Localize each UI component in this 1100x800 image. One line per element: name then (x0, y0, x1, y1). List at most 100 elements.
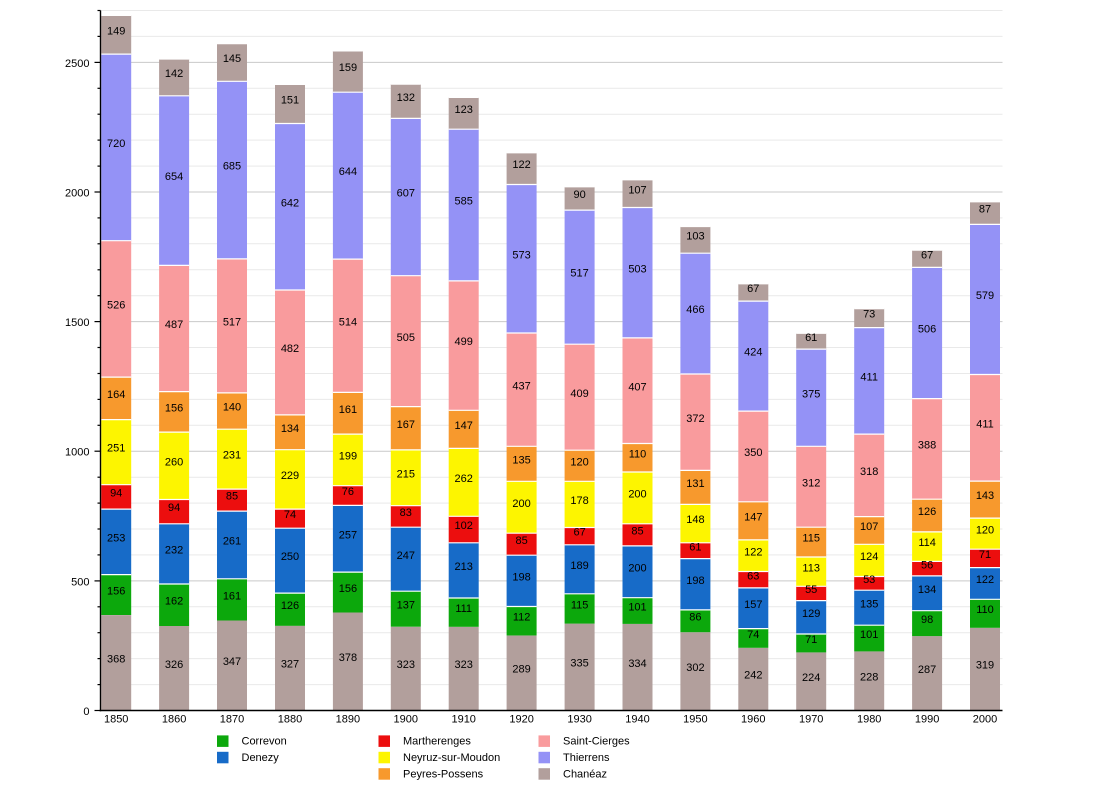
svg-text:61: 61 (689, 541, 701, 553)
svg-text:101: 101 (860, 629, 878, 641)
svg-text:229: 229 (281, 470, 299, 482)
svg-text:94: 94 (168, 502, 180, 514)
svg-text:262: 262 (455, 473, 473, 485)
svg-text:67: 67 (921, 249, 933, 261)
svg-text:1920: 1920 (509, 713, 533, 725)
svg-text:499: 499 (455, 336, 473, 348)
svg-text:126: 126 (281, 600, 299, 612)
svg-text:159: 159 (339, 62, 357, 74)
svg-text:198: 198 (686, 575, 704, 587)
svg-text:585: 585 (455, 196, 473, 208)
svg-text:2000: 2000 (973, 713, 997, 725)
svg-text:514: 514 (339, 316, 357, 328)
svg-text:654: 654 (165, 171, 183, 183)
svg-text:327: 327 (281, 659, 299, 671)
svg-text:224: 224 (802, 672, 820, 684)
svg-text:253: 253 (107, 533, 125, 545)
svg-text:1990: 1990 (915, 713, 939, 725)
svg-text:368: 368 (107, 653, 125, 665)
svg-text:200: 200 (512, 498, 530, 510)
svg-text:145: 145 (223, 53, 241, 65)
svg-text:257: 257 (339, 529, 357, 541)
svg-text:90: 90 (573, 189, 585, 201)
svg-text:149: 149 (107, 25, 125, 37)
svg-text:111: 111 (455, 603, 472, 615)
svg-text:71: 71 (979, 549, 991, 561)
svg-text:157: 157 (744, 599, 762, 611)
svg-text:334: 334 (628, 658, 646, 670)
svg-text:148: 148 (686, 514, 704, 526)
svg-text:1910: 1910 (451, 713, 475, 725)
svg-text:1860: 1860 (162, 713, 186, 725)
svg-text:55: 55 (805, 584, 817, 596)
svg-text:1950: 1950 (683, 713, 707, 725)
svg-text:607: 607 (397, 188, 415, 200)
svg-text:642: 642 (281, 197, 299, 209)
svg-text:388: 388 (918, 440, 936, 452)
svg-text:161: 161 (223, 590, 241, 602)
svg-text:579: 579 (976, 290, 994, 302)
svg-text:115: 115 (571, 599, 589, 611)
svg-text:94: 94 (110, 488, 122, 500)
svg-text:289: 289 (512, 664, 530, 676)
svg-text:372: 372 (686, 413, 704, 425)
svg-text:500: 500 (71, 576, 89, 588)
svg-text:335: 335 (570, 658, 588, 670)
svg-text:63: 63 (747, 570, 759, 582)
svg-text:107: 107 (860, 521, 878, 533)
svg-text:0: 0 (83, 706, 89, 718)
svg-text:2000: 2000 (65, 188, 89, 200)
svg-text:466: 466 (686, 304, 704, 316)
svg-text:61: 61 (805, 332, 817, 344)
svg-text:326: 326 (165, 659, 183, 671)
svg-text:126: 126 (918, 506, 936, 518)
svg-text:56: 56 (921, 559, 933, 571)
svg-text:411: 411 (976, 418, 994, 430)
svg-text:200: 200 (628, 489, 646, 501)
svg-text:Peyres-Possens: Peyres-Possens (403, 769, 484, 781)
svg-text:178: 178 (570, 495, 588, 507)
svg-text:74: 74 (284, 509, 296, 521)
svg-text:232: 232 (165, 545, 183, 557)
svg-text:505: 505 (397, 332, 415, 344)
svg-text:129: 129 (802, 608, 820, 620)
svg-text:526: 526 (107, 300, 125, 312)
svg-text:76: 76 (342, 486, 354, 498)
svg-text:120: 120 (976, 524, 994, 536)
svg-text:411: 411 (860, 372, 878, 384)
svg-text:167: 167 (397, 419, 415, 431)
svg-text:156: 156 (165, 402, 183, 414)
svg-text:409: 409 (570, 388, 588, 400)
svg-text:1890: 1890 (336, 713, 360, 725)
svg-text:86: 86 (689, 612, 701, 624)
svg-text:53: 53 (863, 574, 875, 586)
svg-text:242: 242 (744, 670, 762, 682)
svg-text:83: 83 (400, 507, 412, 519)
svg-text:103: 103 (686, 230, 704, 242)
svg-text:378: 378 (339, 652, 357, 664)
svg-text:Martherenges: Martherenges (403, 736, 471, 748)
svg-text:2500: 2500 (65, 58, 89, 70)
svg-text:147: 147 (455, 420, 473, 432)
svg-text:143: 143 (976, 490, 994, 502)
svg-text:85: 85 (226, 491, 238, 503)
svg-text:115: 115 (802, 533, 820, 545)
svg-text:213: 213 (455, 561, 473, 573)
svg-text:375: 375 (802, 388, 820, 400)
svg-text:198: 198 (512, 572, 530, 584)
svg-text:487: 487 (165, 319, 183, 331)
svg-text:156: 156 (339, 583, 357, 595)
svg-text:1870: 1870 (220, 713, 244, 725)
svg-text:107: 107 (628, 184, 646, 196)
svg-text:112: 112 (513, 612, 531, 624)
svg-text:122: 122 (744, 546, 762, 558)
svg-text:323: 323 (455, 659, 473, 671)
svg-text:Chanéaz: Chanéaz (563, 769, 607, 781)
svg-text:101: 101 (628, 601, 646, 613)
svg-text:124: 124 (860, 551, 878, 563)
svg-text:162: 162 (165, 596, 183, 608)
svg-text:200: 200 (628, 562, 646, 574)
svg-text:113: 113 (802, 562, 820, 574)
svg-text:319: 319 (976, 660, 994, 672)
svg-text:189: 189 (570, 560, 588, 572)
